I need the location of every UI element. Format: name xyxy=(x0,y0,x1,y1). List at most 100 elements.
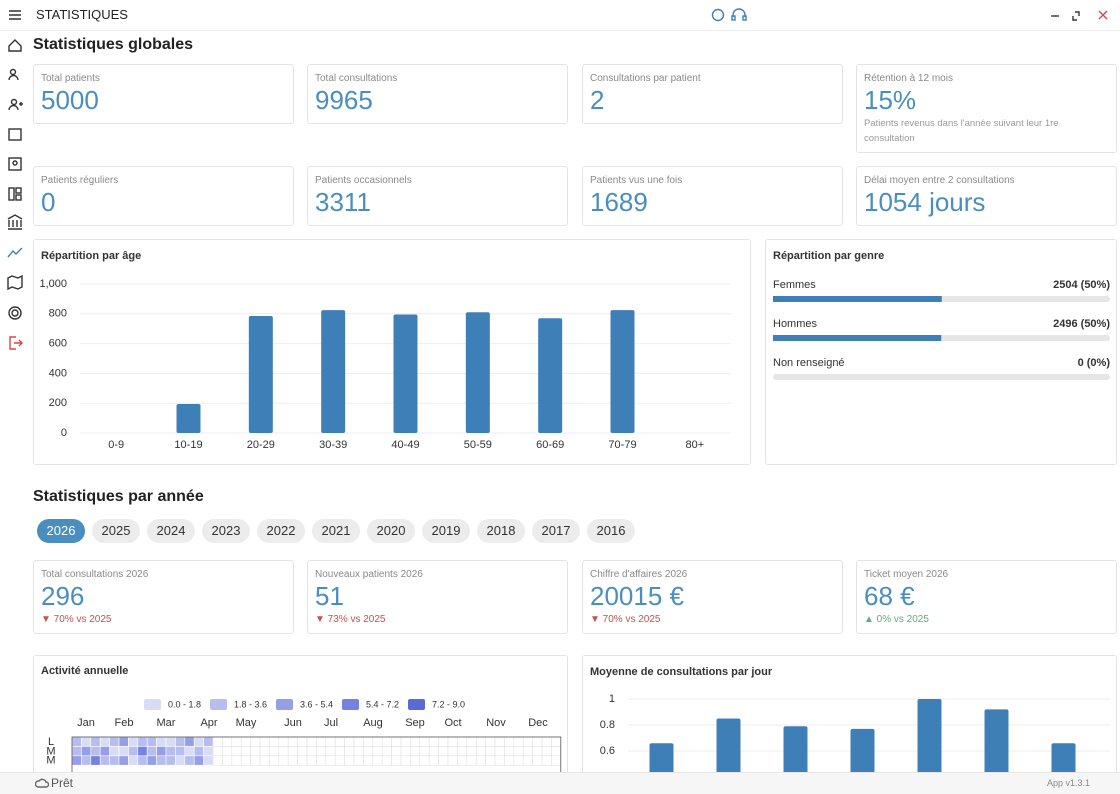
title-bar xyxy=(0,0,1120,31)
empty-cell xyxy=(504,755,515,766)
year-tab[interactable]: 2018 xyxy=(477,519,525,543)
bar xyxy=(917,699,942,784)
day-label: M xyxy=(46,745,55,757)
empty-cell xyxy=(325,736,336,747)
stat-delta: ▼ 73% vs 2025 xyxy=(315,614,386,625)
window-controls[interactable] xyxy=(1049,9,1111,21)
stat-value: 9965 xyxy=(315,85,373,115)
gender-value: 0 (0%) xyxy=(1078,357,1111,369)
legend-swatch xyxy=(276,699,293,710)
empty-cell xyxy=(400,736,411,747)
x-tick-label: 0-9 xyxy=(108,439,124,451)
year-tab[interactable]: 2022 xyxy=(257,519,305,543)
empty-cell xyxy=(250,746,261,757)
stat-label: Patients occasionnels xyxy=(315,175,412,186)
empty-cell xyxy=(325,755,336,766)
month-label: Aug xyxy=(363,717,383,729)
empty-cell xyxy=(466,746,477,757)
stat-value: 1689 xyxy=(590,187,648,217)
year-tab[interactable]: 2019 xyxy=(422,519,470,543)
month-label: Sep xyxy=(405,717,425,729)
status: Prêt xyxy=(51,776,74,790)
empty-cell xyxy=(485,746,496,757)
heat-cell xyxy=(137,736,148,747)
empty-cell xyxy=(504,736,515,747)
year-tab[interactable]: 2020 xyxy=(367,519,415,543)
empty-cell xyxy=(231,755,242,766)
empty-cell xyxy=(391,755,402,766)
heat-cell xyxy=(165,736,176,747)
year-tab[interactable]: 2021 xyxy=(312,519,360,543)
help-icons[interactable] xyxy=(711,8,761,22)
heat-cell xyxy=(193,736,204,747)
x-tick-label: 60-69 xyxy=(536,439,564,451)
heat-cell xyxy=(193,755,204,766)
empty-cell xyxy=(419,746,430,757)
empty-cell xyxy=(222,736,233,747)
gender-chart: Répartition par genre Femmes 2504 (50%) Hom… xyxy=(773,250,1111,380)
empty-cell xyxy=(410,755,421,766)
bar xyxy=(783,726,808,784)
empty-cell xyxy=(259,755,270,766)
heat-cell xyxy=(81,746,92,757)
gender-card: Répartition par genre Femmes 2504 (50%) Hom… xyxy=(765,239,1117,465)
y-tick-label: 600 xyxy=(49,338,67,350)
bar xyxy=(984,709,1009,784)
empty-cell xyxy=(287,755,298,766)
empty-cell xyxy=(353,746,364,757)
year-tab[interactable]: 2016 xyxy=(587,519,635,543)
empty-cell xyxy=(522,736,533,747)
heat-cell xyxy=(137,755,148,766)
y-tick-label: 1,000 xyxy=(39,278,67,290)
heat-cell xyxy=(146,736,157,747)
year-tab[interactable]: 2017 xyxy=(532,519,580,543)
month-label: Oct xyxy=(444,717,461,729)
version: App v1.3.1 xyxy=(1046,778,1090,788)
x-tick-label: 80+ xyxy=(685,439,704,451)
heat-cell xyxy=(175,755,186,766)
legend-swatch xyxy=(342,699,359,710)
stat-card: Délai moyen entre 2 consultations 1054 jo… xyxy=(856,166,1117,226)
heat-cell xyxy=(71,755,82,766)
empty-cell xyxy=(212,755,223,766)
stat-label: Ticket moyen 2026 xyxy=(864,569,949,580)
stat-delta: ▲ 0% vs 2025 xyxy=(864,614,929,625)
year-tab[interactable]: 2024 xyxy=(147,519,195,543)
year-tab[interactable]: 2023 xyxy=(202,519,250,543)
progress-bar xyxy=(773,335,942,341)
stat-value: 296 xyxy=(41,581,85,611)
chart-title: Moyenne de consultations par jour xyxy=(590,666,773,678)
app-title: STATISTIQUES xyxy=(36,7,128,22)
empty-cell xyxy=(325,746,336,757)
heat-cell xyxy=(146,755,157,766)
legend-swatch xyxy=(210,699,227,710)
progress-bar xyxy=(773,296,942,302)
month-label: Mar xyxy=(157,717,176,729)
empty-cell xyxy=(297,736,308,747)
empty-cell xyxy=(551,746,562,757)
empty-cell xyxy=(419,755,430,766)
year-tab[interactable]: 2026 xyxy=(37,519,85,543)
empty-cell xyxy=(391,746,402,757)
empty-cell xyxy=(353,755,364,766)
heat-cell xyxy=(156,736,167,747)
empty-cell xyxy=(400,746,411,757)
empty-cell xyxy=(541,755,552,766)
empty-cell xyxy=(269,755,280,766)
stat-card: Consultations par patient 2 xyxy=(582,64,843,124)
empty-cell xyxy=(475,736,486,747)
legend-label: 7.2 - 9.0 xyxy=(432,699,465,709)
year-tab[interactable]: 2025 xyxy=(92,519,140,543)
y-tick-label: 1 xyxy=(609,693,615,705)
chart-title: Répartition par âge xyxy=(41,250,141,262)
month-label: Apr xyxy=(200,717,217,729)
heat-cell xyxy=(165,755,176,766)
empty-cell xyxy=(344,755,355,766)
empty-cell xyxy=(212,736,223,747)
legend-swatch xyxy=(144,699,161,710)
empty-cell xyxy=(250,736,261,747)
empty-cell xyxy=(513,736,524,747)
menu-icon[interactable] xyxy=(8,8,22,22)
stat-label: Consultations par patient xyxy=(590,73,701,84)
sidebar[interactable] xyxy=(6,36,24,356)
